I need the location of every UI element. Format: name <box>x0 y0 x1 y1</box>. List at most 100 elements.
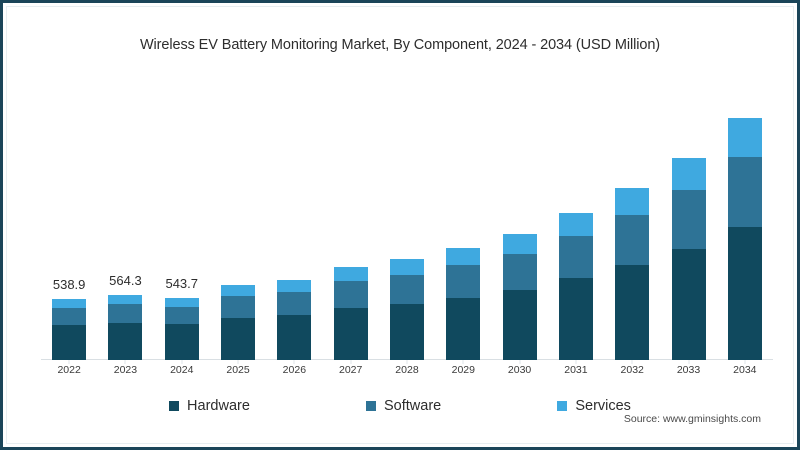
bar-segment-hardware[interactable] <box>221 317 256 360</box>
bar-group: 2028 <box>379 79 435 376</box>
x-axis-tick-mark <box>575 360 577 364</box>
bar-group: 2026 <box>266 79 322 376</box>
bar-segment-services[interactable] <box>615 188 650 215</box>
chart-legend: Hardware Software Services <box>41 395 759 417</box>
bar-value-label: 564.3 <box>109 273 142 288</box>
bar-group: 2029 <box>435 79 491 376</box>
x-axis-tick-mark <box>744 360 746 364</box>
stacked-bar[interactable] <box>164 298 199 360</box>
bar-segment-hardware[interactable] <box>389 303 424 360</box>
stacked-bar[interactable] <box>558 213 593 360</box>
bar-segment-software[interactable] <box>727 156 762 227</box>
x-axis-tick-mark <box>519 360 521 364</box>
bar-segment-services[interactable] <box>446 248 481 266</box>
bar-segment-software[interactable] <box>558 235 593 279</box>
bar-segment-hardware[interactable] <box>108 322 143 360</box>
bar-group: 2032 <box>604 79 660 376</box>
bar-segment-hardware[interactable] <box>446 297 481 360</box>
source-attribution: Source: www.gminsights.com <box>623 413 761 425</box>
legend-label-software: Software <box>384 398 442 414</box>
x-axis-tick-2025: 2025 <box>226 364 250 376</box>
bar-segment-services[interactable] <box>558 213 593 236</box>
stacked-bar[interactable] <box>615 188 650 360</box>
bar-group: 2030 <box>491 79 547 376</box>
bar-group: 2034 <box>717 79 773 376</box>
bar-segment-software[interactable] <box>333 281 368 309</box>
stacked-bar[interactable] <box>727 118 762 360</box>
chart-title: Wireless EV Battery Monitoring Market, B… <box>139 37 661 53</box>
legend-swatch-hardware <box>169 401 180 411</box>
stacked-bar[interactable] <box>671 158 706 360</box>
bar-segment-software[interactable] <box>446 265 481 298</box>
x-axis-tick-mark <box>293 360 295 364</box>
x-axis-tick-2031: 2031 <box>564 364 588 376</box>
legend-item-services[interactable]: Services <box>557 398 631 414</box>
x-axis-tick-mark <box>688 360 690 364</box>
bar-segment-services[interactable] <box>277 280 312 293</box>
x-axis-tick-2022: 2022 <box>57 364 81 376</box>
stacked-bar[interactable] <box>502 234 537 360</box>
x-axis-tick-2028: 2028 <box>395 364 419 376</box>
bar-segment-services[interactable] <box>333 267 368 282</box>
bar-segment-services[interactable] <box>502 234 537 254</box>
bar-segment-hardware[interactable] <box>164 324 199 360</box>
bar-group: 2025 <box>210 79 266 376</box>
bar-segment-hardware[interactable] <box>727 226 762 360</box>
stacked-bar[interactable] <box>108 295 143 360</box>
bar-segment-software[interactable] <box>164 307 199 325</box>
x-axis-tick-mark <box>406 360 408 364</box>
bar-group: 2027 <box>323 79 379 376</box>
bar-segment-hardware[interactable] <box>671 248 706 360</box>
x-axis-tick-2029: 2029 <box>451 364 475 376</box>
bar-segment-hardware[interactable] <box>52 324 87 360</box>
x-axis-tick-2027: 2027 <box>338 364 363 376</box>
bar-segment-hardware[interactable] <box>502 290 537 360</box>
stacked-bar[interactable] <box>446 248 481 360</box>
bar-group: 2031 <box>548 79 604 376</box>
x-axis-tick-mark <box>462 360 464 364</box>
stacked-bar[interactable] <box>277 280 312 360</box>
bar-segment-services[interactable] <box>389 259 424 275</box>
bar-segment-services[interactable] <box>164 298 199 307</box>
stacked-bar[interactable] <box>333 267 368 360</box>
legend-item-software[interactable]: Software <box>366 398 441 414</box>
legend-item-hardware[interactable]: Hardware <box>169 398 250 414</box>
bar-segment-services[interactable] <box>671 158 706 190</box>
bar-segment-services[interactable] <box>221 285 256 297</box>
bar-segment-software[interactable] <box>389 274 424 304</box>
stacked-bar[interactable] <box>52 299 87 360</box>
bar-segment-hardware[interactable] <box>333 308 368 360</box>
bar-segment-software[interactable] <box>502 253 537 291</box>
bar-segment-hardware[interactable] <box>277 315 312 360</box>
x-axis-tick-2034: 2034 <box>733 364 757 376</box>
x-axis-tick-2032: 2032 <box>620 364 644 376</box>
chart-inner-frame: Wireless EV Battery Monitoring Market, B… <box>6 6 794 444</box>
bar-segment-software[interactable] <box>221 296 256 318</box>
bar-segment-software[interactable] <box>52 307 87 325</box>
legend-label-hardware: Hardware <box>187 398 250 414</box>
x-axis-tick-2030: 2030 <box>507 364 532 376</box>
x-axis-tick-2024: 2024 <box>170 364 194 376</box>
bar-segment-software[interactable] <box>615 214 650 265</box>
bar-group: 2033 <box>660 79 716 376</box>
bar-group: 538.9 2022 <box>41 79 97 376</box>
x-axis-tick-mark <box>124 360 126 364</box>
x-axis-tick-mark <box>237 360 239 364</box>
legend-swatch-services <box>557 401 568 411</box>
bar-segment-software[interactable] <box>671 189 706 249</box>
bar-segment-services[interactable] <box>108 295 143 305</box>
bar-group: 564.3 2023 <box>97 79 153 376</box>
plot-area: 538.9 2022 564.3 2023 543.7 2024 2025 2026 2027 2… <box>41 79 773 376</box>
bar-segment-services[interactable] <box>727 118 762 157</box>
stacked-bar[interactable] <box>221 285 256 360</box>
bar-segment-hardware[interactable] <box>615 264 650 360</box>
x-axis-tick-2026: 2026 <box>282 364 307 376</box>
stacked-bar[interactable] <box>389 259 424 360</box>
bar-value-label: 538.9 <box>52 277 86 292</box>
bar-segment-software[interactable] <box>108 304 143 323</box>
x-axis-tick-mark <box>631 360 633 364</box>
bar-segment-hardware[interactable] <box>558 278 593 360</box>
bar-segment-services[interactable] <box>52 299 87 308</box>
bar-segment-software[interactable] <box>277 292 312 316</box>
